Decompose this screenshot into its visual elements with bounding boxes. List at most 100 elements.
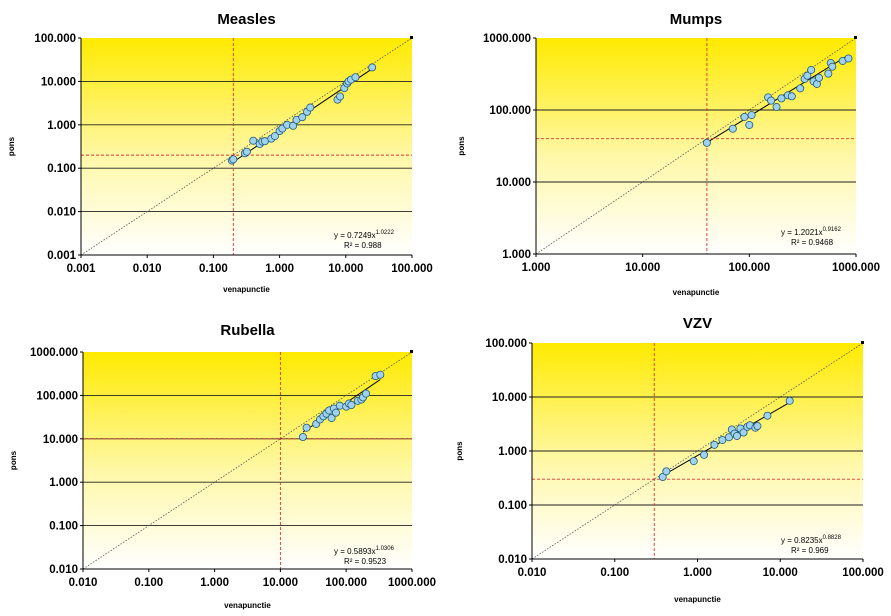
mumps-identity-endpoint [854, 36, 857, 39]
rubella-chart-svg: 0.010 0.100 1.000 10.000 100.000 1000.000 0.01… [9, 322, 436, 610]
vzv-data-point [700, 450, 709, 459]
mumps-r-squared: R² = 0.9468 [791, 238, 834, 247]
mumps-data-point [803, 71, 812, 80]
vzv-data-point [718, 435, 727, 444]
rubella-r-squared: R² = 0.9523 [344, 557, 387, 566]
vzv-y-axis-label: pons [455, 441, 464, 461]
mumps-data-point [767, 96, 776, 105]
measles-y-tick-label: 1.000 [47, 120, 76, 132]
vzv-identity-endpoint [861, 341, 864, 344]
measles-data-point [289, 121, 298, 130]
mumps-identity-line [535, 37, 857, 255]
mumps-data-point [772, 103, 781, 112]
mumps-data-point [815, 73, 824, 82]
mumps-data-point [828, 62, 837, 71]
measles-x-tick-label: 0.001 [67, 263, 96, 275]
measles-y-axis-label: pons [7, 136, 16, 156]
mumps-chart-title: Mumps [670, 11, 723, 28]
rubella-data-point [302, 423, 311, 432]
rubella-y-tick-label: 0.100 [49, 521, 78, 533]
vzv-data-point [785, 396, 794, 405]
rubella-identity-endpoint [410, 350, 413, 353]
rubella-y-axis-label: pons [9, 450, 18, 470]
measles-data-point [270, 132, 279, 141]
mumps-data-point [807, 65, 816, 74]
mumps-chart-panel: 1.000 10.000 100.000 1000.000 1.000 10.000 100… [445, 0, 891, 308]
rubella-y-tick-label: 100.000 [36, 390, 78, 402]
rubella-identity-line [82, 351, 413, 570]
rubella-data-point [327, 414, 336, 423]
mumps-x-tick-label: 10.000 [625, 262, 660, 274]
mumps-data-point [745, 120, 754, 129]
mumps-data-point [702, 138, 711, 147]
vzv-y-tick-label: 0.010 [498, 554, 527, 566]
measles-y-tick-label: 0.010 [47, 207, 76, 219]
mumps-data-point [728, 124, 737, 133]
vzv-regression-exponent: 0.8828 [823, 535, 842, 541]
mumps-regression-equation: y = 1.2021x0.9162 [781, 227, 842, 237]
vzv-data-point [732, 431, 741, 440]
measles-identity-endpoint [410, 36, 413, 39]
measles-data-point [298, 113, 307, 122]
measles-chart-title: Measles [217, 11, 275, 28]
mumps-data-point [796, 84, 805, 93]
measles-x-tick-label: 0.100 [199, 263, 228, 275]
rubella-regression-equation: y = 0.5893x1.0306 [334, 546, 395, 556]
rubella-x-axis-label: venapunctie [224, 601, 271, 610]
measles-data-point [306, 103, 315, 112]
rubella-y-tick-label: 1.000 [49, 477, 78, 489]
vzv-chart-svg: 0.010 0.100 1.000 10.000 100.000 0.010 0.100 1.… [455, 315, 884, 604]
measles-y-tick-label: 10.000 [41, 76, 76, 88]
measles-data-point [229, 155, 238, 164]
mumps-y-tick-label: 100.000 [489, 105, 531, 117]
mumps-data-point [777, 94, 786, 103]
rubella-x-tick-label: 1.000 [200, 577, 229, 589]
measles-y-tick-label: 0.001 [47, 250, 76, 262]
rubella-data-point [298, 433, 307, 442]
mumps-y-tick-label: 1000.000 [483, 33, 531, 45]
vzv-x-tick-label: 0.100 [600, 567, 629, 579]
measles-data-point [368, 63, 377, 72]
vzv-r-squared: R² = 0.969 [791, 546, 829, 555]
measles-y-tick-label: 0.100 [47, 163, 76, 175]
mumps-data-point [844, 54, 853, 63]
rubella-x-tick-label: 1000.000 [388, 577, 436, 589]
vzv-data-point [658, 473, 667, 482]
measles-regression-equation: y = 0.7249x1.0222 [334, 230, 395, 240]
rubella-data-point [332, 408, 341, 417]
measles-chart-svg: 0.001 0.010 0.100 1.000 10.000 100.000 0.001 0.… [7, 11, 433, 294]
measles-x-tick-label: 0.010 [133, 263, 162, 275]
vzv-x-tick-label: 0.010 [518, 567, 547, 579]
vzv-data-point [662, 467, 671, 476]
measles-r-squared: R² = 0.988 [344, 241, 382, 250]
vzv-x-axis-label: venapunctie [674, 595, 721, 604]
vzv-data-point [763, 411, 772, 420]
rubella-x-tick-label: 100.000 [325, 577, 367, 589]
vzv-y-tick-label: 1.000 [498, 446, 527, 458]
mumps-x-tick-label: 1000.000 [832, 262, 880, 274]
vzv-x-tick-label: 1.000 [683, 567, 712, 579]
rubella-data-point [347, 401, 356, 410]
rubella-plot-area [83, 352, 412, 569]
mumps-x-axis-label: venapunctie [673, 288, 720, 297]
measles-x-tick-label: 1.000 [265, 263, 294, 275]
vzv-data-point [739, 428, 748, 437]
vzv-chart-title: VZV [683, 315, 712, 332]
measles-x-tick-label: 100.000 [391, 263, 433, 275]
mumps-data-point [824, 69, 833, 78]
rubella-chart-title: Rubella [220, 322, 275, 339]
mumps-x-tick-label: 1.000 [522, 262, 551, 274]
rubella-x-tick-label: 0.010 [69, 577, 98, 589]
vzv-data-point [689, 457, 698, 466]
measles-data-point [242, 147, 251, 156]
vzv-data-point [710, 440, 719, 449]
measles-y-tick-label: 100.000 [34, 33, 76, 45]
measles-regression-exponent: 1.0222 [376, 230, 395, 236]
rubella-chart-panel: 0.010 0.100 1.000 10.000 100.000 1000.000 0.01… [0, 308, 445, 616]
mumps-y-tick-label: 10.000 [496, 177, 531, 189]
rubella-regression-exponent: 1.0306 [376, 546, 395, 552]
mumps-data-point [787, 92, 796, 101]
mumps-y-axis-label: pons [457, 136, 466, 156]
vzv-data-point [753, 422, 762, 431]
mumps-data-point [740, 112, 749, 121]
